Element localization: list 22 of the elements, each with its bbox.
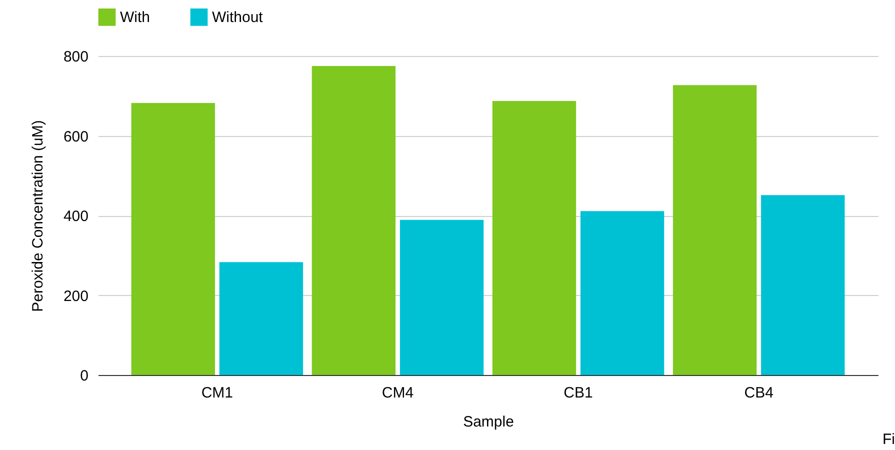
text: Fi (882, 431, 895, 448)
x-tick-label: CB4 (744, 384, 774, 402)
bar (131, 103, 215, 375)
bar (672, 85, 757, 375)
x-axis-title: Sample (463, 414, 514, 430)
bar (761, 195, 845, 375)
legend-label: Without (212, 9, 264, 26)
x-tick-label: CM1 (201, 384, 234, 402)
y-tick-label: 400 (63, 208, 88, 225)
bar (219, 262, 304, 375)
bar (580, 211, 664, 375)
y-axis-title: Peroxide Concentration (uM) (29, 120, 46, 312)
x-tick-label: CM4 (382, 384, 414, 402)
y-tick-label: 200 (63, 288, 88, 305)
x-tick-label: CB1 (564, 384, 593, 402)
bar (400, 220, 484, 375)
bar (312, 66, 396, 375)
legend-label: With (120, 9, 150, 26)
bar (492, 101, 576, 375)
y-tick-label: 800 (63, 48, 88, 66)
y-tick-label: 0 (80, 368, 88, 384)
y-tick-label: 600 (63, 128, 88, 146)
